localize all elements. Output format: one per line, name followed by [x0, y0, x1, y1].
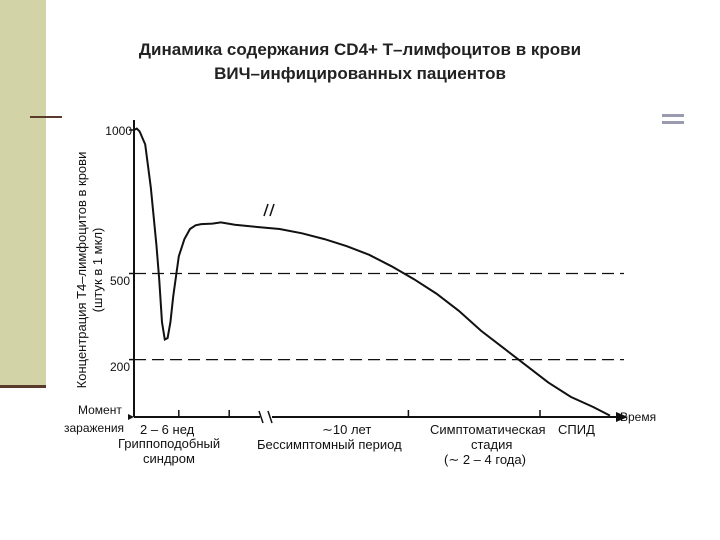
infection-label: заражения [64, 421, 124, 435]
symptomatic-label: стадия [471, 437, 512, 452]
slide-title-line: Динамика содержания CD4+ Т–лимфоцитов в … [138, 40, 582, 59]
ytick-label: 1000 [105, 124, 132, 138]
sidebar-decoration [0, 0, 46, 388]
infection-label: Момент [78, 403, 122, 417]
ytick-label: 500 [110, 274, 130, 288]
slide-title-line: ВИЧ–инфицированных пациентов [214, 64, 506, 83]
chart-panel: 1000 500 200 Концентрация Т4–лимфоцитов … [62, 110, 660, 472]
flu-syndrome-label: Гриппоподобный [118, 436, 220, 451]
x-axis-label: Время [620, 410, 656, 424]
axis-break-mark [267, 410, 273, 424]
axis-break-mark [258, 410, 264, 424]
infection-arrowhead [128, 414, 134, 420]
ytick-label: 200 [110, 360, 130, 374]
slide-title: Динамика содержания CD4+ Т–лимфоцитов в … [60, 38, 660, 86]
title-rule [30, 116, 90, 118]
cd4-series-line [133, 127, 611, 417]
y-axis-label-units: (штук в 1 мкл) [90, 228, 105, 313]
accent-rule [662, 121, 684, 124]
flu-syndrome-label: синдром [143, 451, 195, 466]
weeks-label: 2 – 6 нед [140, 422, 195, 437]
cd4-chart: 1000 500 200 Концентрация Т4–лимфоцитов … [64, 120, 656, 467]
aids-label: СПИД [558, 422, 595, 437]
y-axis-label: Концентрация Т4–лимфоцитов в крови [74, 152, 89, 389]
curve-break-mark [263, 203, 269, 217]
asymptomatic-label: Бессимптомный период [257, 437, 402, 452]
x-axis-arrowhead [616, 412, 628, 422]
years-label: ∼10 лет [322, 422, 371, 437]
curve-break-mark [269, 203, 275, 217]
accent-rule [662, 114, 684, 117]
symptomatic-label: (∼ 2 – 4 года) [444, 452, 526, 467]
symptomatic-label: Симптоматическая [430, 422, 546, 437]
